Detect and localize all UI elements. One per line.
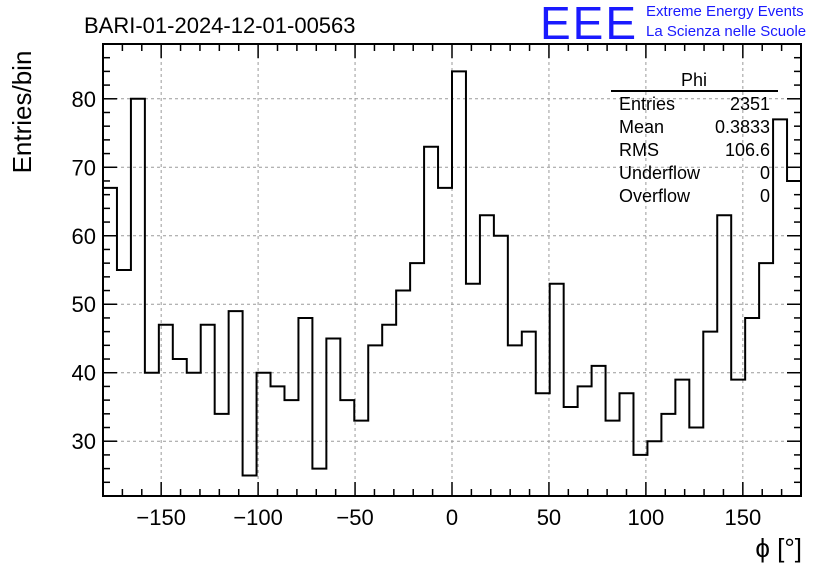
x-axis-label: ϕ [°] [755, 533, 802, 563]
logo-line-2: La Scienza nelle Scuole [646, 23, 807, 40]
logo-caption: Extreme Energy Events La Scienza nelle S… [646, 2, 806, 42]
stats-value: 0 [760, 186, 770, 206]
stats-value: 0 [760, 163, 770, 183]
x-tick-label: 50 [537, 505, 561, 530]
y-tick-label: 60 [72, 224, 96, 249]
run-title: BARI-01-2024-12-01-00563 [84, 13, 356, 38]
y-tick-labels: 30 40 50 60 70 80 [72, 87, 96, 454]
y-axis-label: Entries/bin [7, 51, 37, 174]
x-tick-labels: −150 −100 −50 0 50 100 150 [136, 505, 761, 530]
stats-value: 0.3833 [715, 117, 770, 137]
y-tick-label: 70 [72, 155, 96, 180]
stats-box: Phi Entries 2351 Mean 0.3833 RMS 106.6 Underfl… [611, 70, 778, 206]
x-tick-label: −100 [233, 505, 283, 530]
x-tick-label: 100 [628, 505, 665, 530]
stats-title: Phi [681, 70, 707, 90]
y-tick-label: 30 [72, 429, 96, 454]
plot-frame [102, 43, 802, 497]
y-tick-label: 50 [72, 292, 96, 317]
stats-label: Entries [619, 94, 675, 114]
x-tick-label: −150 [136, 505, 186, 530]
logo-mark: EEE [540, 0, 639, 49]
x-tick-label: 150 [724, 505, 761, 530]
stats-label: Overflow [619, 186, 691, 206]
eee-logo: EEE Extreme Energy Events La Scienza nel… [540, 0, 806, 49]
x-tick-label: 0 [446, 505, 458, 530]
histogram-step-line [103, 70, 801, 477]
logo-line-1: Extreme Energy Events [646, 3, 804, 20]
stats-label: Mean [619, 117, 664, 137]
y-tick-label: 40 [72, 361, 96, 386]
stats-label: RMS [619, 140, 659, 160]
y-tick-label: 80 [72, 87, 96, 112]
stats-label: Underflow [619, 163, 701, 183]
stats-value: 2351 [730, 94, 770, 114]
x-tick-label: −50 [336, 505, 373, 530]
stats-value: 106.6 [725, 140, 770, 160]
